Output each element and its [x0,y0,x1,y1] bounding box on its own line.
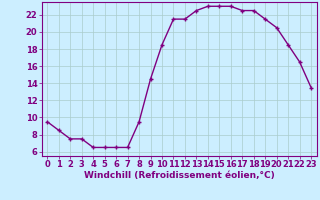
X-axis label: Windchill (Refroidissement éolien,°C): Windchill (Refroidissement éolien,°C) [84,171,275,180]
